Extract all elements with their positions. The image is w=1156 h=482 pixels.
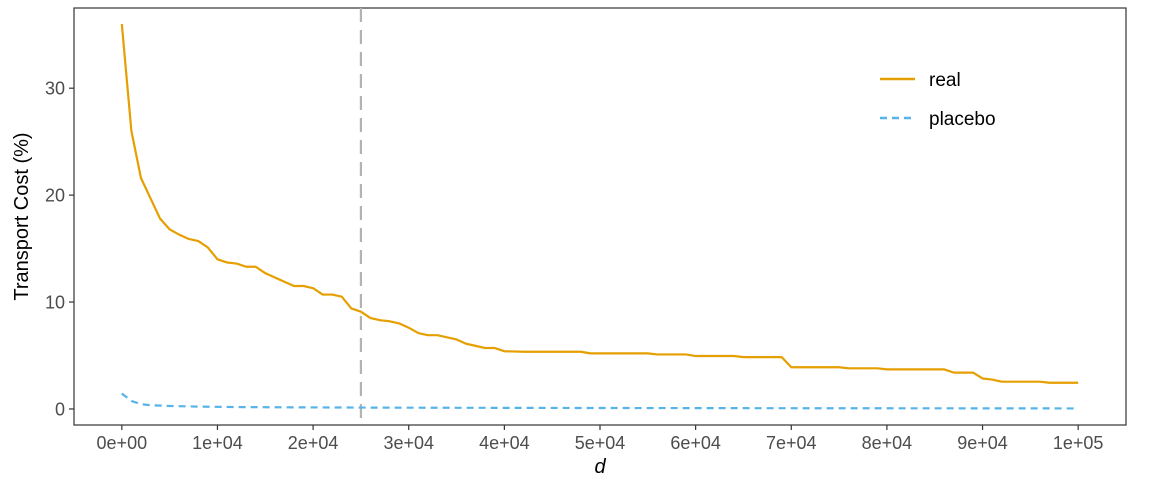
x-tick-label: 9e+04 xyxy=(957,433,1008,453)
x-tick-label: 5e+04 xyxy=(575,433,626,453)
series-lines xyxy=(120,23,1079,410)
x-tick-label: 0e+00 xyxy=(97,433,148,453)
legend: real placebo xyxy=(880,70,996,130)
series-line-real xyxy=(120,23,1079,384)
series-line-placebo xyxy=(121,392,1079,410)
y-tick-label: 30 xyxy=(45,79,65,99)
x-tick-label: 8e+04 xyxy=(862,433,913,453)
y-tick-label: 10 xyxy=(45,293,65,313)
x-tick-label: 1e+04 xyxy=(192,433,243,453)
legend-label-placebo: placebo xyxy=(929,109,996,130)
legend-label-real: real xyxy=(929,70,961,91)
x-tick-label: 4e+04 xyxy=(479,433,530,453)
x-tick-label: 7e+04 xyxy=(766,433,817,453)
x-tick-label: 3e+04 xyxy=(383,433,434,453)
y-tick-label: 20 xyxy=(45,186,65,206)
x-axis: 0e+00 1e+04 2e+04 3e+04 4e+04 5e+04 6e+04 7e+04… xyxy=(97,425,1104,453)
x-tick-label: 6e+04 xyxy=(670,433,721,453)
x-axis-title: d xyxy=(594,456,606,478)
x-tick-label: 1e+05 xyxy=(1053,433,1104,453)
x-tick-label: 2e+04 xyxy=(288,433,339,453)
y-axis: 0 10 20 30 xyxy=(45,79,74,419)
y-axis-title: Transport Cost (%) xyxy=(11,132,33,300)
y-tick-label: 0 xyxy=(55,399,65,419)
